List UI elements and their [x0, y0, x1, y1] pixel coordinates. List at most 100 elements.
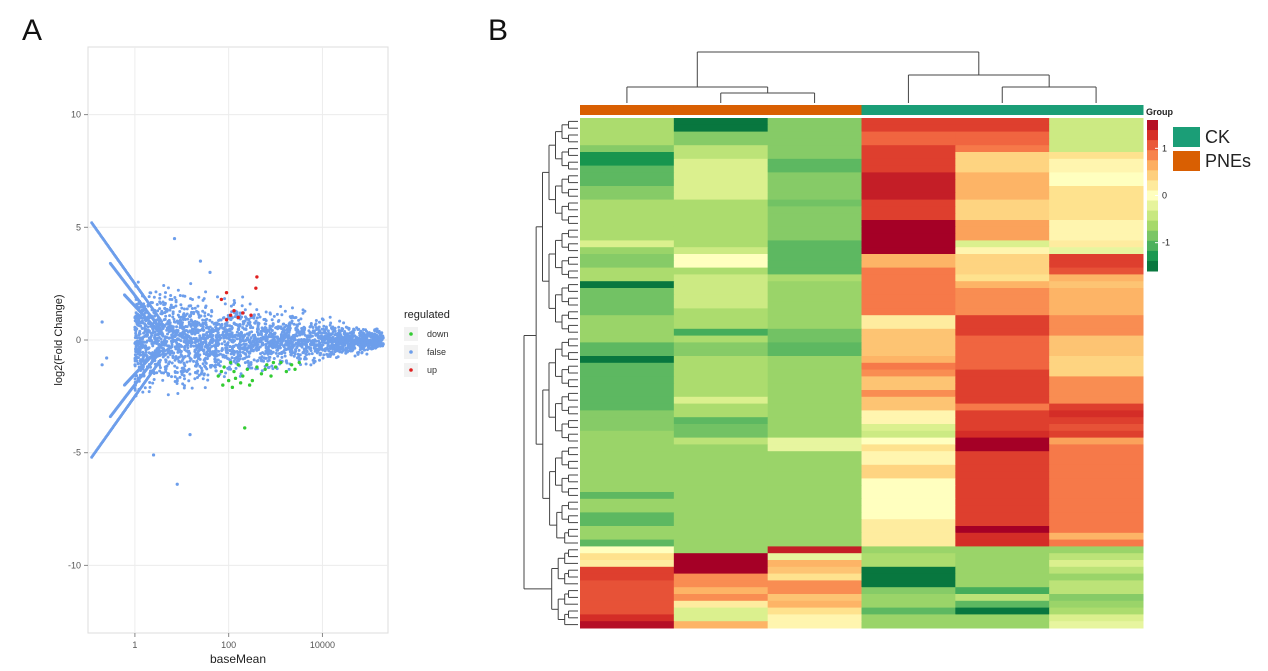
ma-point-false [190, 331, 194, 335]
heatmap-cell [1049, 254, 1144, 262]
ma-point-false [262, 356, 266, 360]
ma-point-false [182, 307, 186, 311]
heatmap-cell [955, 233, 1050, 241]
color-scale-segment [1147, 250, 1158, 262]
heatmap-cell [580, 485, 675, 493]
ma-point-false [190, 297, 194, 301]
heatmap-cell [580, 322, 675, 330]
heatmap-cell [767, 458, 862, 466]
ma-point-false [349, 334, 353, 338]
ma-point-false [240, 333, 244, 337]
ma-point-false [311, 325, 315, 329]
heatmap-cell [767, 220, 862, 228]
ma-point-false [194, 320, 198, 324]
heatmap-cell [955, 444, 1050, 452]
heatmap-cell [673, 138, 769, 146]
heatmap-cell [673, 532, 769, 541]
ma-point-false [242, 342, 246, 346]
heatmap-cell [955, 124, 1050, 133]
ma-point-false [176, 337, 180, 341]
ma-point-false [302, 347, 306, 351]
ma-point-false [276, 348, 280, 352]
heatmap-cell [861, 539, 956, 547]
ma-point-false [240, 331, 244, 335]
ma-point-false [147, 330, 151, 334]
ma-point-false [141, 390, 145, 394]
heatmap-cell [580, 328, 675, 337]
heatmap-cell [955, 281, 1050, 289]
heatmap-cell [1049, 512, 1144, 520]
ma-point-down [265, 363, 269, 367]
heatmap-cell [955, 247, 1050, 255]
heatmap-cell [580, 220, 675, 228]
ma-point-false [352, 327, 356, 331]
heatmap-cell [1049, 192, 1144, 201]
ma-point-false [272, 314, 276, 318]
ma-point-false [147, 316, 151, 320]
heatmap-cell [580, 369, 675, 377]
heatmap-cell [767, 240, 862, 248]
ma-point-false [288, 347, 292, 351]
heatmap-cell [861, 614, 956, 622]
ma-point-false [329, 321, 333, 325]
heatmap-cell [861, 396, 956, 405]
ma-point-false [302, 338, 306, 342]
heatmap-cell [767, 233, 862, 241]
heatmap-cell [580, 288, 675, 296]
heatmap-cell [580, 172, 675, 180]
heatmap-cell [861, 485, 956, 493]
group-legend-swatch-pnes [1173, 151, 1200, 171]
ma-point-false [170, 345, 174, 349]
ma-point-false [178, 319, 182, 323]
heatmap-cell [767, 131, 862, 139]
ma-point-false [193, 325, 197, 329]
heatmap-cell [767, 118, 862, 126]
ma-point-false [370, 346, 374, 350]
heatmap-cell [580, 158, 675, 167]
ma-point-false [375, 327, 379, 331]
ma-point-false [303, 333, 307, 337]
ma-point-false [268, 327, 272, 331]
ma-point-false [182, 312, 186, 316]
heatmap-legends: Group 1 0 -1 CK PNEs [1146, 107, 1251, 272]
ma-point-false [234, 361, 238, 365]
ma-point-false [286, 327, 290, 331]
ma-point-false [264, 342, 268, 346]
ma-point-false [313, 343, 317, 347]
ma-point-false [226, 366, 230, 370]
group-annotation-title: Group [1146, 107, 1173, 117]
ma-point-false [280, 313, 284, 317]
heatmap-cell [673, 356, 769, 364]
ma-point-false [154, 290, 158, 294]
heatmap-cell [673, 417, 769, 425]
heatmap-cell [767, 335, 862, 343]
heatmap-cell [767, 172, 862, 180]
heatmap-cell [767, 288, 862, 296]
ma-point-false [148, 381, 152, 385]
color-scale-segment [1147, 120, 1158, 131]
ma-point-false [259, 352, 263, 356]
ma-point-down [255, 365, 259, 369]
ma-point-false [175, 377, 179, 381]
heatmap-cell [861, 328, 956, 337]
ma-point-false [185, 360, 189, 364]
heatmap-cell [861, 410, 956, 418]
ma-point-false [194, 330, 198, 334]
ma-point-false [134, 298, 138, 302]
ma-point-false [161, 327, 165, 331]
ma-point-false [284, 360, 288, 364]
ma-point-false [133, 380, 137, 384]
ma-point-false [328, 323, 332, 327]
ma-point-false [151, 356, 155, 360]
ma-point-false [198, 353, 202, 357]
heatmap-cell [861, 267, 956, 275]
ma-point-false [166, 320, 170, 324]
ma-point-false [208, 270, 212, 274]
heatmap-cell [861, 322, 956, 330]
ma-point-down [271, 360, 276, 365]
heatmap-cell [673, 553, 769, 561]
heatmap-cell [861, 607, 956, 615]
heatmap-cell [767, 614, 862, 622]
group-annotation-cell [861, 105, 956, 115]
ma-point-false [217, 333, 221, 337]
